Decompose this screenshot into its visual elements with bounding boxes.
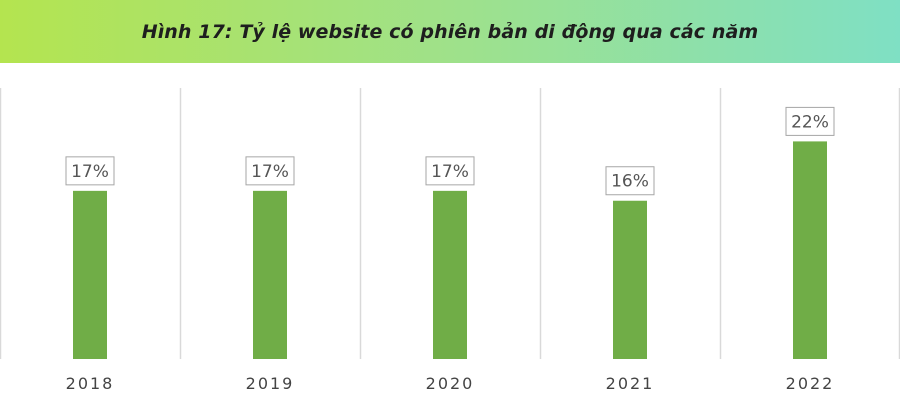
data-label-box [245, 156, 295, 186]
data-label-box [425, 156, 475, 186]
data-label: 16% [611, 172, 649, 192]
bar-2022 [793, 141, 827, 359]
x-tick-label: 2022 [786, 374, 835, 393]
data-label-box [785, 106, 835, 136]
x-tick-label: 2019 [246, 374, 295, 393]
data-label: 17% [431, 162, 469, 182]
x-tick-label: 2018 [66, 374, 115, 393]
bar-2021 [613, 200, 647, 359]
x-tick-label: 2021 [606, 374, 655, 393]
data-label: 17% [71, 162, 109, 182]
bar-2020 [433, 190, 467, 359]
data-label: 22% [791, 112, 829, 132]
ticks-layer: 2018 2019 2020 2021 2022 [66, 374, 835, 393]
bars-layer [73, 141, 827, 359]
data-label-box [605, 166, 655, 196]
data-label: 17% [251, 162, 289, 182]
chart-title: Hình 17: Tỷ lệ website có phiên bản di đ… [141, 20, 759, 43]
labels-layer: 17% 17% 17% 16% 22% [65, 106, 835, 196]
title-banner: Hình 17: Tỷ lệ website có phiên bản di đ… [0, 0, 900, 63]
data-label-box [65, 156, 115, 186]
bar-chart: 17% 17% 17% 16% 22% 2018 2019 2020 2021 2022 [0, 88, 900, 393]
bar-2019 [253, 190, 287, 359]
x-tick-label: 2020 [426, 374, 475, 393]
bar-2018 [73, 190, 107, 359]
